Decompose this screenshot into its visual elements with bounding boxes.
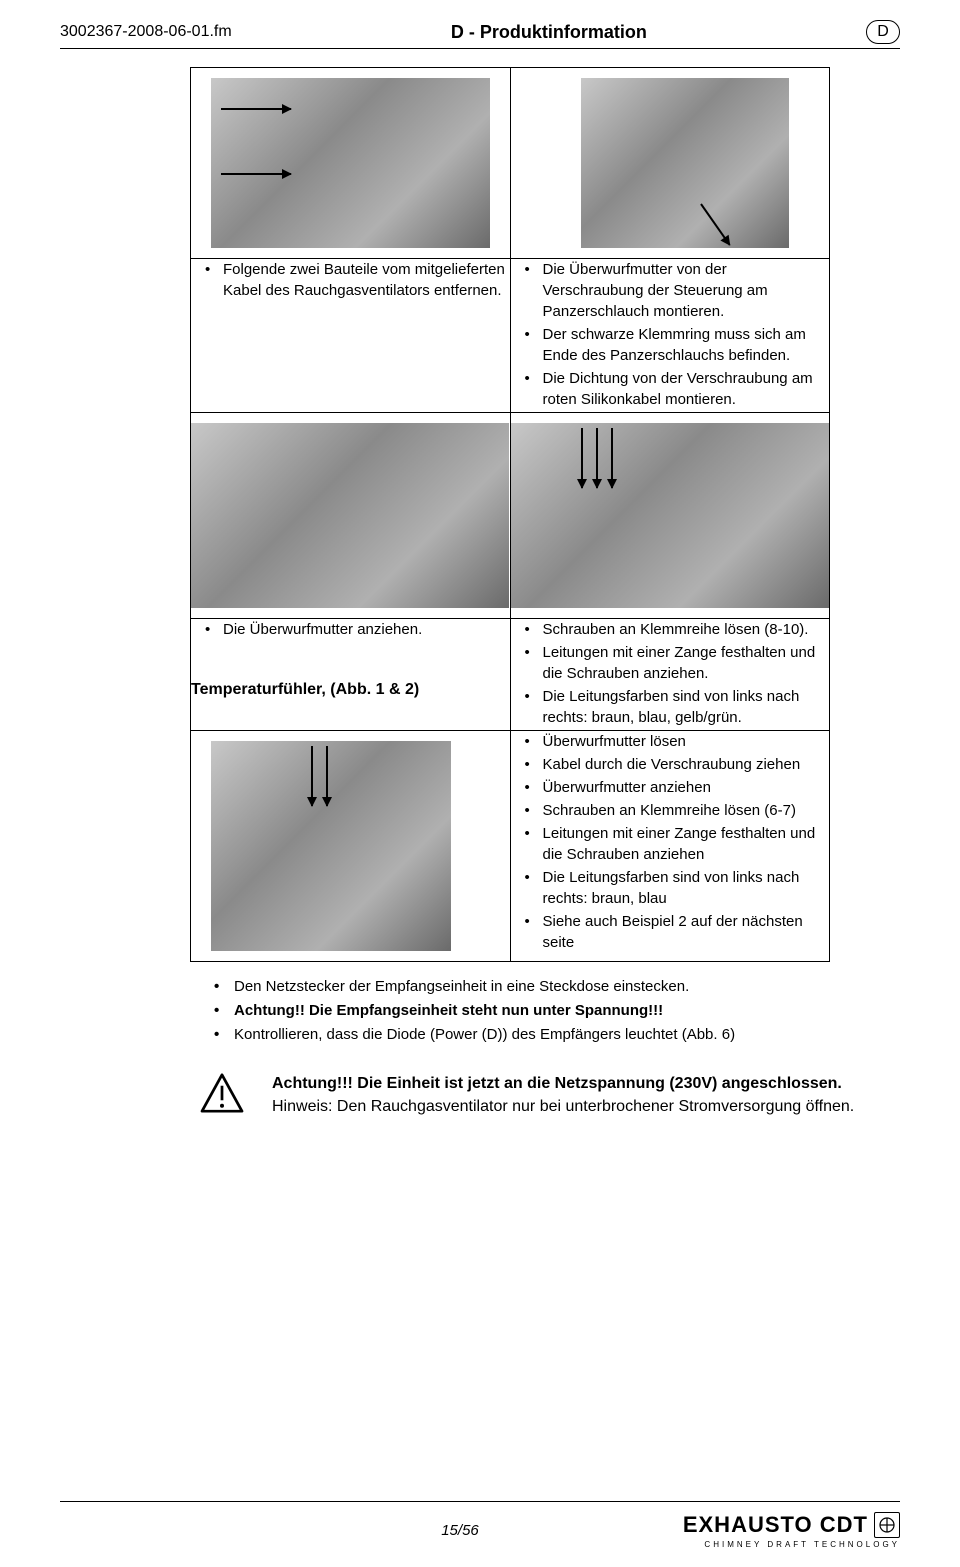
instruction-item: Leitungen mit einer Zange festhalten und… (525, 823, 830, 865)
doc-id: 3002367-2008-06-01.fm (60, 23, 232, 41)
instruction-item: Schrauben an Klemmreihe lösen (6-7) (525, 800, 830, 821)
instruction-item: Die Überwurfmutter anziehen. (205, 619, 510, 640)
instruction-item: Folgende zwei Bauteile vom mitgelieferte… (205, 259, 510, 301)
figure-photo-1 (211, 78, 490, 248)
brand-block: EXHAUSTO CDT CHIMNEY DRAFT TECHNOLOGY (640, 1512, 900, 1549)
page-footer: 15/56 EXHAUSTO CDT CHIMNEY DRAFT TECHNOL… (60, 1501, 900, 1549)
instruction-item: Überwurfmutter lösen (525, 731, 830, 752)
instruction-item: Leitungen mit einer Zange festhalten und… (525, 642, 830, 684)
instruction-item: Der schwarze Klemmring muss sich am Ende… (525, 324, 830, 366)
arrow-icon (311, 746, 313, 806)
language-badge: D (866, 20, 900, 44)
arrow-icon (221, 173, 291, 175)
instruction-item: Die Überwurfmutter von der Verschraubung… (525, 259, 830, 322)
instruction-item: Überwurfmutter anziehen (525, 777, 830, 798)
instruction-list: Überwurfmutter lösen Kabel durch die Ver… (511, 731, 830, 953)
instruction-item: Den Netzstecker der Empfangseinheit in e… (214, 976, 900, 998)
instruction-item: Die Dichtung von der Verschraubung am ro… (525, 368, 830, 410)
instruction-list: Die Überwurfmutter anziehen. (191, 619, 510, 640)
brand-tagline: CHIMNEY DRAFT TECHNOLOGY (640, 1540, 900, 1549)
instruction-item: Die Leitungsfarben sind von links nach r… (525, 686, 830, 728)
page-title: D - Produktinformation (232, 22, 866, 43)
arrow-icon (596, 428, 598, 488)
arrow-icon (611, 428, 613, 488)
warning-icon (200, 1073, 244, 1118)
instruction-item: Siehe auch Beispiel 2 auf der nächsten s… (525, 911, 830, 953)
brand-logo-icon (874, 1512, 900, 1538)
figure-photo-4 (511, 423, 829, 608)
figure-photo-5 (211, 741, 451, 951)
instruction-item: Die Leitungsfarben sind von links nach r… (525, 867, 830, 909)
arrow-icon (581, 428, 583, 488)
instruction-list: Die Überwurfmutter von der Verschraubung… (511, 259, 830, 410)
instruction-item-warning: Achtung!! Die Empfangseinheit steht nun … (214, 1000, 900, 1022)
section-subheading: Temperaturfühler, (Abb. 1 & 2) (191, 681, 511, 730)
bottom-instruction-list: Den Netzstecker der Empfangseinheit in e… (190, 976, 900, 1045)
arrow-icon (326, 746, 328, 806)
header-bar: 3002367-2008-06-01.fm D - Produktinforma… (60, 20, 900, 49)
warning-text: Achtung!!! Die Einheit ist jetzt an die … (272, 1073, 854, 1118)
brand-name: EXHAUSTO CDT (683, 1512, 868, 1538)
instruction-list: Schrauben an Klemmreihe lösen (8-10). Le… (511, 619, 830, 728)
warning-body: Hinweis: Den Rauchgasventilator nur bei … (272, 1096, 854, 1118)
main-content: Folgende zwei Bauteile vom mitgelieferte… (190, 67, 900, 1118)
warning-block: Achtung!!! Die Einheit ist jetzt an die … (190, 1073, 900, 1118)
warning-title: Achtung!!! Die Einheit ist jetzt an die … (272, 1073, 854, 1095)
instruction-table: Folgende zwei Bauteile vom mitgelieferte… (190, 67, 830, 962)
instruction-list: Folgende zwei Bauteile vom mitgelieferte… (191, 259, 510, 301)
figure-photo-3 (191, 423, 509, 608)
instruction-item: Kontrollieren, dass die Diode (Power (D)… (214, 1024, 900, 1046)
instruction-item: Schrauben an Klemmreihe lösen (8-10). (525, 619, 830, 640)
instruction-item: Kabel durch die Verschraubung ziehen (525, 754, 830, 775)
arrow-icon (700, 203, 730, 245)
page-number: 15/56 (280, 1522, 640, 1539)
arrow-icon (221, 108, 291, 110)
figure-photo-2 (581, 78, 790, 248)
